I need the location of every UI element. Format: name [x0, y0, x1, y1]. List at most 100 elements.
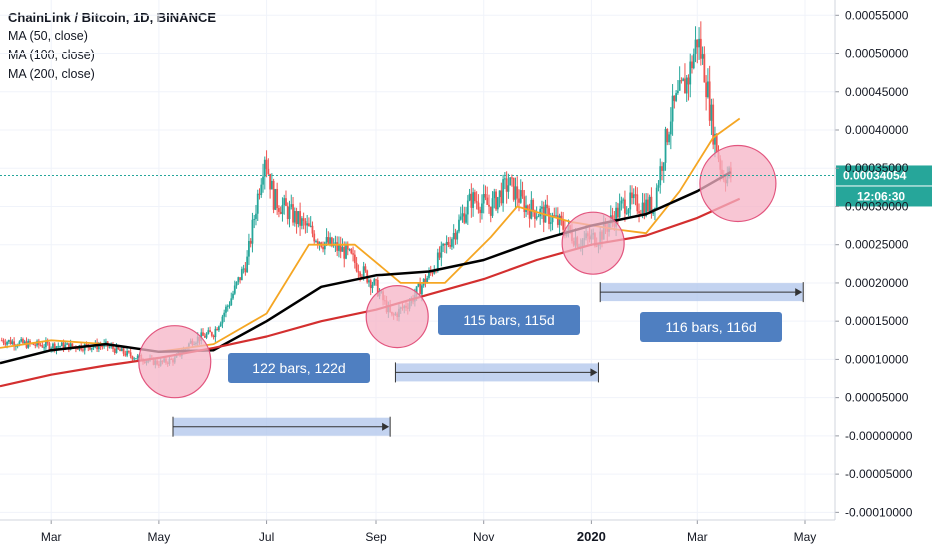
candle-body: [64, 344, 67, 350]
candle-body: [32, 343, 35, 345]
candle-body: [113, 348, 116, 353]
candle-body: [458, 219, 460, 232]
candle-body: [687, 77, 690, 85]
candle-body: [57, 346, 60, 348]
candle-body: [20, 338, 23, 342]
candle-body: [101, 346, 104, 348]
candle-body: [228, 305, 231, 307]
candle-body: [553, 215, 556, 217]
candle-body: [634, 194, 637, 196]
candle-body: [214, 328, 217, 338]
x-tick-label: May: [794, 530, 817, 544]
candle-body: [511, 177, 513, 179]
candle-body: [546, 204, 549, 209]
candle-body: [436, 252, 439, 272]
candle-body: [551, 215, 554, 223]
candle-body: [438, 252, 441, 258]
candle-body: [205, 333, 208, 338]
candle-body: [0, 340, 3, 342]
price-axis: 0.00055000 0.00050000 0.00045000 0.00040000…: [834, 0, 913, 520]
candle-body: [465, 214, 467, 223]
candle-body: [339, 244, 342, 252]
candle-body: [318, 242, 321, 245]
candle-body: [249, 240, 252, 244]
candle-body: [491, 198, 494, 216]
candle-body: [479, 209, 482, 214]
candle-body: [338, 244, 340, 251]
candle-body: [654, 207, 656, 209]
candle-body: [226, 305, 229, 307]
candle-body: [532, 199, 535, 211]
candle-body: [419, 283, 422, 295]
candle-body: [618, 203, 621, 218]
highlight-circle: [138, 325, 212, 399]
candle-body: [202, 332, 204, 336]
candle-body: [272, 180, 275, 210]
candle-body: [558, 215, 561, 225]
candle-body: [371, 284, 374, 289]
candle-body: [671, 95, 674, 122]
candle-body: [519, 190, 522, 203]
candle-body: [131, 356, 134, 360]
candle-body: [293, 211, 296, 223]
candle-body: [92, 346, 95, 348]
candle-body: [39, 344, 42, 346]
candle-body: [493, 191, 496, 199]
candle-body: [240, 269, 243, 281]
candle-body: [477, 202, 480, 210]
candle-body: [359, 272, 362, 277]
candle-body: [627, 209, 630, 214]
candle-body: [262, 176, 264, 185]
candle-body: [309, 225, 312, 227]
ma-100-line: [0, 171, 732, 365]
candle-body: [629, 192, 632, 210]
y-tick-label: -0.00010000: [845, 505, 913, 519]
y-tick-label: 0.00020000: [845, 276, 909, 290]
candle-body: [269, 173, 271, 190]
legend-ma-50: MA (50, close): [8, 29, 88, 43]
candle-body: [526, 205, 529, 211]
candle-body: [352, 253, 354, 255]
x-tick-label: 2020: [577, 529, 606, 544]
candle-body: [346, 243, 349, 250]
candle-body: [357, 271, 360, 273]
candle-body: [290, 204, 293, 208]
highlight-circles: [138, 144, 777, 399]
candle-body: [22, 338, 24, 344]
candle-body: [426, 277, 429, 284]
candle-body: [459, 216, 462, 220]
candle-body: [503, 178, 506, 180]
range-callout: [438, 305, 580, 335]
candle-body: [267, 168, 270, 174]
candle-body: [701, 54, 704, 59]
candle-body: [495, 191, 497, 210]
candle-body: [486, 197, 489, 205]
candle-body: [632, 194, 635, 199]
candle-body: [518, 198, 520, 203]
x-tick-label: Mar: [687, 530, 708, 544]
candle-body: [648, 196, 651, 212]
candle-body: [299, 211, 302, 226]
candle-body: [251, 219, 254, 244]
candle-body: [669, 121, 672, 135]
candle-body: [417, 283, 420, 287]
candle-body: [265, 159, 268, 169]
candle-body: [329, 237, 332, 245]
candle-body: [136, 355, 139, 359]
candle-body: [431, 271, 434, 274]
candle-body: [4, 342, 7, 345]
candle-body: [461, 213, 464, 217]
candle-body: [55, 346, 58, 351]
candle-body: [219, 323, 222, 327]
candle-body: [207, 330, 210, 334]
candle-body: [447, 241, 450, 246]
candle-body: [428, 271, 430, 278]
candle-body: [276, 189, 279, 209]
candle-body: [9, 339, 12, 345]
candle-body: [246, 256, 249, 273]
candle-body: [449, 245, 452, 247]
candle-body: [376, 280, 379, 297]
candle-body: [689, 61, 692, 85]
candle-body: [710, 104, 713, 121]
